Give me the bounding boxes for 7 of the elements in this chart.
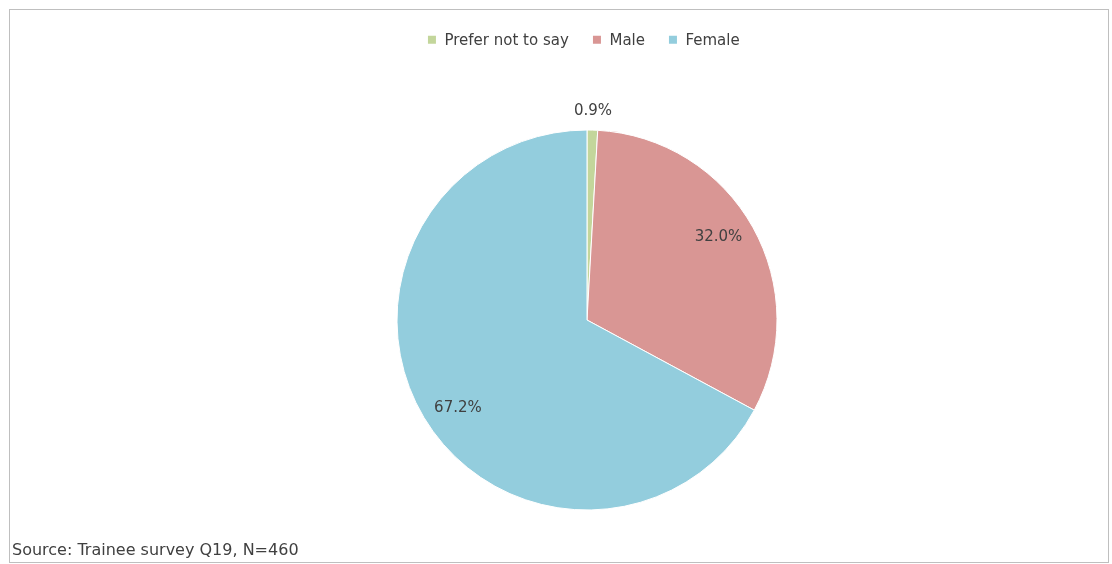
legend-label: Female xyxy=(685,30,740,49)
data-label: 0.9% xyxy=(573,101,612,120)
legend-label: Male xyxy=(609,30,645,49)
data-label: 67.2% xyxy=(434,398,482,417)
data-label: 32.0% xyxy=(694,227,743,246)
legend-label: Prefer not to say xyxy=(444,30,569,49)
source-note: Source: Trainee survey Q19, N=460 xyxy=(12,540,299,559)
